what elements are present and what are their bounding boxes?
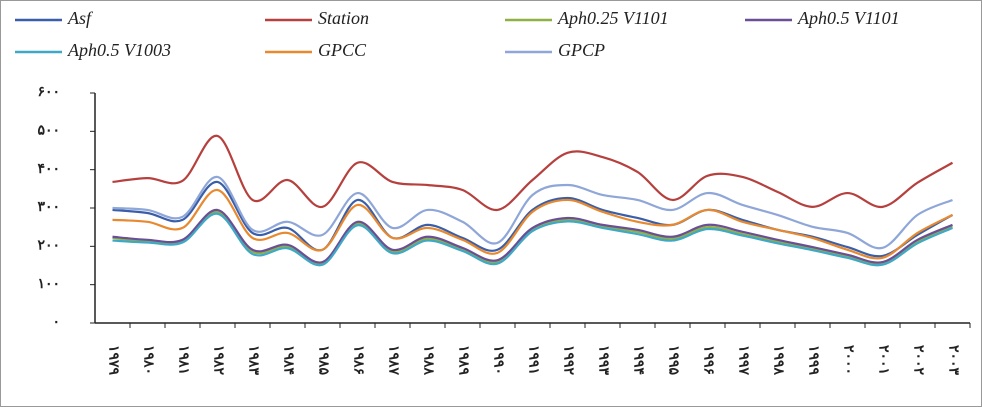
x-tick-label: ۱۹۹۰ bbox=[490, 345, 505, 375]
x-tick-label: ۱۹۸۳ bbox=[245, 345, 260, 376]
series-line bbox=[112, 212, 953, 267]
x-tick-label: ۱۹۹۵ bbox=[665, 345, 680, 376]
series-line bbox=[112, 134, 954, 212]
x-tick-label: ۱۹۸۶ bbox=[350, 345, 365, 375]
y-tick-label: ۴۰۰ bbox=[37, 162, 60, 177]
legend-label: Aph0.5 V1101 bbox=[797, 8, 900, 28]
series-line bbox=[112, 210, 953, 266]
x-tick-label: ۱۹۹۶ bbox=[700, 345, 715, 375]
x-tick-label: ۱۹۷۹ bbox=[105, 345, 120, 376]
series-line bbox=[112, 188, 954, 260]
legend-label: Aph0.25 V1101 bbox=[557, 8, 669, 28]
x-tick-label: ۱۹۸۵ bbox=[315, 345, 330, 376]
legend-label: Asf bbox=[67, 8, 94, 28]
x-tick-label: ۱۹۹۸ bbox=[770, 345, 785, 376]
legend-label: GPCC bbox=[318, 40, 367, 60]
y-tick-label: ۳۰۰ bbox=[37, 200, 60, 215]
x-tick-label: ۱۹۹۴ bbox=[630, 345, 645, 375]
x-tick-label: ۱۹۹۹ bbox=[805, 345, 820, 376]
legend-label: Station bbox=[318, 8, 369, 28]
series-line bbox=[112, 180, 954, 258]
x-tick-label: ۲۰۰۱ bbox=[875, 345, 890, 375]
x-tick-label: ۲۰۰۰ bbox=[840, 345, 855, 375]
x-tick-label: ۲۰۰۲ bbox=[910, 345, 925, 376]
x-tick-label: ۱۹۸۸ bbox=[420, 345, 435, 376]
legend-label: Aph0.5 V1003 bbox=[67, 40, 171, 60]
x-tick-label: ۱۹۹۷ bbox=[735, 345, 750, 376]
x-tick-label: ۱۹۸۹ bbox=[455, 345, 470, 376]
x-tick-label: ۱۹۸۴ bbox=[280, 345, 295, 375]
y-tick-label: ۶۰۰ bbox=[37, 85, 60, 100]
x-tick-label: ۱۹۸۰ bbox=[140, 345, 155, 375]
legend: Asf Station Aph0.25 V1101 Aph0.5 V1101 Aph0.… bbox=[15, 8, 900, 60]
x-tick-label: ۱۹۹۳ bbox=[595, 345, 610, 376]
x-tick-label: ۱۹۸۱ bbox=[175, 345, 190, 375]
x-tick-label: ۱۹۹۱ bbox=[525, 345, 540, 375]
y-tick-label: ۱۰۰ bbox=[37, 277, 60, 292]
x-tick-label: ۱۹۹۲ bbox=[560, 345, 575, 376]
series-line bbox=[112, 175, 953, 250]
x-tick-label: ۱۹۸۲ bbox=[210, 345, 225, 376]
y-tick-label: ۵۰۰ bbox=[37, 124, 60, 139]
x-tick-label: ۲۰۰۳ bbox=[945, 345, 960, 376]
y-tick-label: ۰ bbox=[52, 315, 60, 330]
legend-label: GPCP bbox=[558, 40, 605, 60]
x-tick-label: ۱۹۸۷ bbox=[385, 345, 400, 376]
y-tick-label: ۲۰۰ bbox=[37, 239, 60, 254]
series-line bbox=[112, 208, 953, 264]
